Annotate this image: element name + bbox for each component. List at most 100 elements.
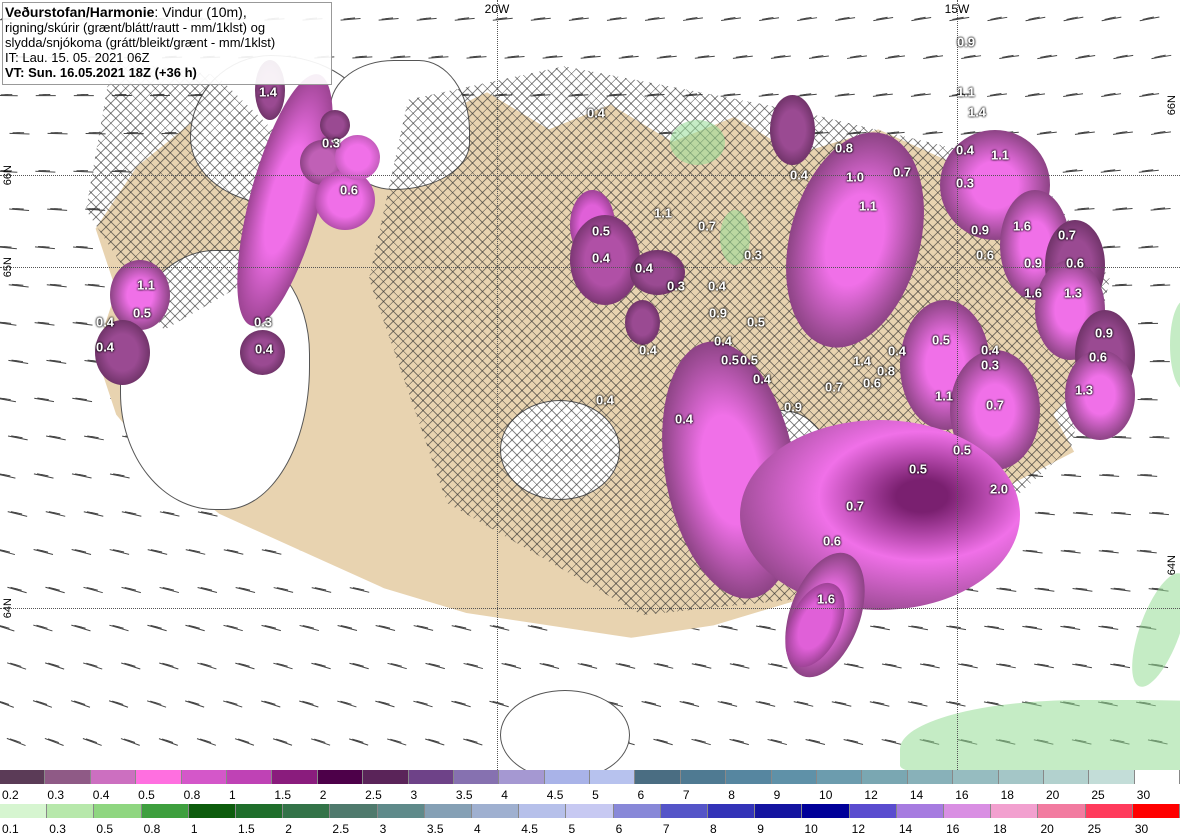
legend-swatch[interactable] [850,804,897,818]
axis-label-64n-right: 64N [1166,555,1178,575]
legend-swatch[interactable] [425,804,472,818]
legend-tick-cell: 1.5 [236,821,283,837]
legend-swatch[interactable] [908,770,953,784]
legend-swatch[interactable] [681,770,726,784]
legend-tick-label: 0.3 [47,821,68,837]
precip-value-label: 0.6 [1066,256,1084,271]
legend-swatch[interactable] [944,804,991,818]
legend-swatch[interactable] [661,804,708,818]
legend-tick-label: 6 [635,787,646,803]
axis-label-65n-left: 65N [2,257,14,277]
precip-value-label: 0.7 [846,499,864,514]
legend-tick-label: 2.5 [330,821,351,837]
legend-tick-label: 20 [1044,787,1061,803]
legend-swatch[interactable] [726,770,771,784]
legend-tick-label: 3.5 [454,787,475,803]
precip-value-label: 0.9 [1095,326,1113,341]
precip-value-label: 0.4 [592,251,610,266]
legend-swatch[interactable] [47,804,94,818]
legend-swatch[interactable] [862,770,907,784]
legend-swatch[interactable] [499,770,544,784]
precip-value-label: 0.7 [1058,228,1076,243]
legend-swatch[interactable] [472,804,519,818]
precip-value-label: 1.6 [1013,219,1031,234]
precip-value-label: 0.4 [981,343,999,358]
legend-tick-label: 5 [566,821,577,837]
legend-swatch[interactable] [953,770,998,784]
legend-swatch[interactable] [708,804,755,818]
legend-tick-label: 1.5 [236,821,257,837]
legend-swatch[interactable] [236,804,283,818]
legend-tick-label: 16 [953,787,970,803]
legend-tick-cell: 16 [953,787,998,804]
legend-swatch[interactable] [272,770,317,784]
legend-swatch[interactable] [1038,804,1085,818]
legend-swatch[interactable] [227,770,272,784]
precip-value-label: 0.9 [971,223,989,238]
precip-value-label: 0.3 [981,358,999,373]
weather-map: 1.4 0.3 0.6 0.4 0.5 0.4 0.4 0.4 1.1 0.7 0.3 0.3 0.4 0… [0,0,1180,837]
legend-swatch[interactable] [330,804,377,818]
legend-swatch[interactable] [545,770,590,784]
precip-value-label: 0.4 [956,143,974,158]
rain-scale-swatches[interactable] [0,804,1180,821]
legend-swatch[interactable] [897,804,944,818]
legend-swatch[interactable] [0,804,47,818]
legend-swatch[interactable] [1089,770,1134,784]
precip-value-label: 0.5 [740,353,758,368]
legend-swatch[interactable] [91,770,136,784]
legend-swatch[interactable] [409,770,454,784]
legend-swatch[interactable] [817,770,862,784]
legend-swatch[interactable] [189,804,236,818]
legend-swatch[interactable] [999,770,1044,784]
precip-value-label: 0.7 [986,398,1004,413]
gridline-65n [0,267,1180,268]
precip-value-label: 0.4 [96,315,114,330]
legend-swatch[interactable] [1044,770,1089,784]
legend-swatch[interactable] [378,804,425,818]
legend-tick-label: 20 [1038,821,1055,837]
legend-swatch[interactable] [1086,804,1133,818]
legend-swatch[interactable] [566,804,613,818]
precip-value-label: 1.1 [991,148,1009,163]
legend-tick-cell: 3.5 [425,821,472,837]
legend-swatch[interactable] [142,804,189,818]
precip-value-label: 1.3 [1075,383,1093,398]
precip-value-label: 1.1 [859,199,877,214]
precip-value-label: 0.3 [667,279,685,294]
legend-swatch[interactable] [454,770,499,784]
legend-swatch[interactable] [519,804,566,818]
legend-swatch[interactable] [45,770,90,784]
precip-value-label: 1.1 [935,389,953,404]
precip-value-label: 0.6 [863,376,881,391]
legend-line2: rigning/skúrir (grænt/blátt/rautt - mm/1… [5,20,327,35]
legend-swatch[interactable] [318,770,363,784]
legend-swatch[interactable] [772,770,817,784]
legend-swatch[interactable] [182,770,227,784]
precip-value-label: 0.8 [835,141,853,156]
legend-swatch[interactable] [283,804,330,818]
legend-swatch[interactable] [590,770,635,784]
legend-tick-label: 4 [499,787,510,803]
legend-swatch[interactable] [363,770,408,784]
legend-swatch[interactable] [136,770,181,784]
legend-tick-cell: 3 [378,821,425,837]
legend-swatch[interactable] [1135,770,1180,784]
precip-value-label: 1.4 [259,85,277,100]
legend-swatch[interactable] [614,804,661,818]
legend-swatch[interactable] [755,804,802,818]
snow-scale-swatches[interactable] [0,770,1180,787]
legend-swatch[interactable] [1133,804,1180,818]
legend-tick-cell: 7 [661,821,708,837]
legend-tick-label: 14 [908,787,925,803]
axis-label-66n-right: 66N [1166,95,1178,115]
legend-swatch[interactable] [802,804,849,818]
precip-value-label: 0.5 [133,306,151,321]
legend-tick-label: 10 [817,787,834,803]
legend-swatch[interactable] [94,804,141,818]
legend-swatch[interactable] [991,804,1038,818]
legend-swatch[interactable] [0,770,45,784]
legend-swatch[interactable] [635,770,680,784]
legend-tick-label: 30 [1133,821,1150,837]
legend-tick-cell: 1 [189,821,236,837]
